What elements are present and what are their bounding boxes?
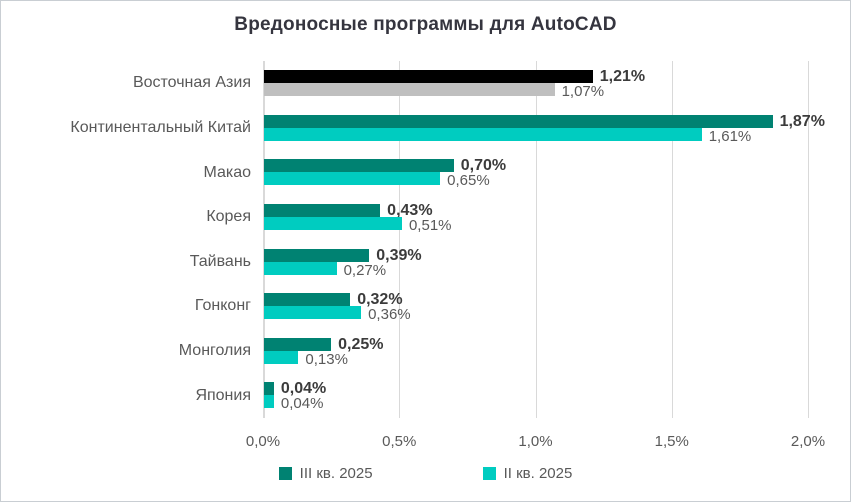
bar-q3 [264,293,351,307]
y-axis-line [263,61,265,418]
legend-label: II кв. 2025 [503,465,573,482]
category-label: Тайвань [189,252,251,270]
category-label: Макао [203,163,251,181]
value-label: 0,04% [280,395,324,413]
legend-item: III кв. 2025 [278,465,373,482]
chart-title: Вредоносные программы для AutoCAD [234,14,617,35]
value-label: 1,61% [708,127,752,145]
value-label: 1,87% [779,112,825,130]
legend-swatch [278,467,292,480]
bar-q3 [264,159,454,173]
bar-q3 [264,248,370,262]
value-label: 0,70% [460,157,507,175]
legend-swatch [482,467,496,480]
bar-q2 [264,83,555,96]
category-label: Корея [206,208,251,226]
bar-q3 [264,114,773,128]
value-label: 0,27% [343,261,387,279]
bar-q3 [264,382,274,396]
value-label: 0,04% [280,380,327,398]
category-label: Континентальный Китай [70,118,251,136]
value-label: 1,21% [599,68,646,85]
category-label: Япония [195,386,251,404]
value-label: 0,36% [368,306,411,324]
bar-q2 [264,127,702,141]
bar-q2 [264,350,299,364]
gridline [399,61,401,418]
legend: III кв. 2025 II кв. 2025 [1,465,850,482]
legend-item: II кв. 2025 [482,465,573,482]
x-axis-tick-label: 0,5% [382,433,417,450]
bar-q2 [264,216,402,230]
value-label: 0,43% [387,201,433,219]
x-axis-tick-label: 2,0% [790,433,826,450]
bar-q3 [264,70,593,83]
gridline [808,61,809,418]
bar-q2 [264,261,337,275]
value-label: 0,32% [357,291,403,309]
bar-q3 [264,337,332,351]
x-axis-tick-label: 0,0% [245,433,281,450]
category-label: Гонконг [194,297,251,315]
bar-q2 [264,172,441,186]
category-label: Восточная Азия [132,74,251,92]
value-label: 1,07% [561,83,605,100]
value-label: 0,25% [338,335,384,353]
bar-q2 [264,395,274,409]
x-axis-tick-label: 1,5% [654,433,689,450]
value-label: 0,51% [408,216,452,234]
category-label: Монголия [178,342,251,360]
legend-label: III кв. 2025 [299,465,373,482]
bar-q2 [264,306,362,320]
gridline [671,61,673,418]
bar-q3 [264,203,381,217]
x-axis-tick-label: 1,0% [518,433,553,450]
gridline [535,61,537,418]
value-label: 0,39% [376,246,422,264]
value-label: 0,13% [305,350,348,368]
value-label: 0,65% [447,172,490,190]
